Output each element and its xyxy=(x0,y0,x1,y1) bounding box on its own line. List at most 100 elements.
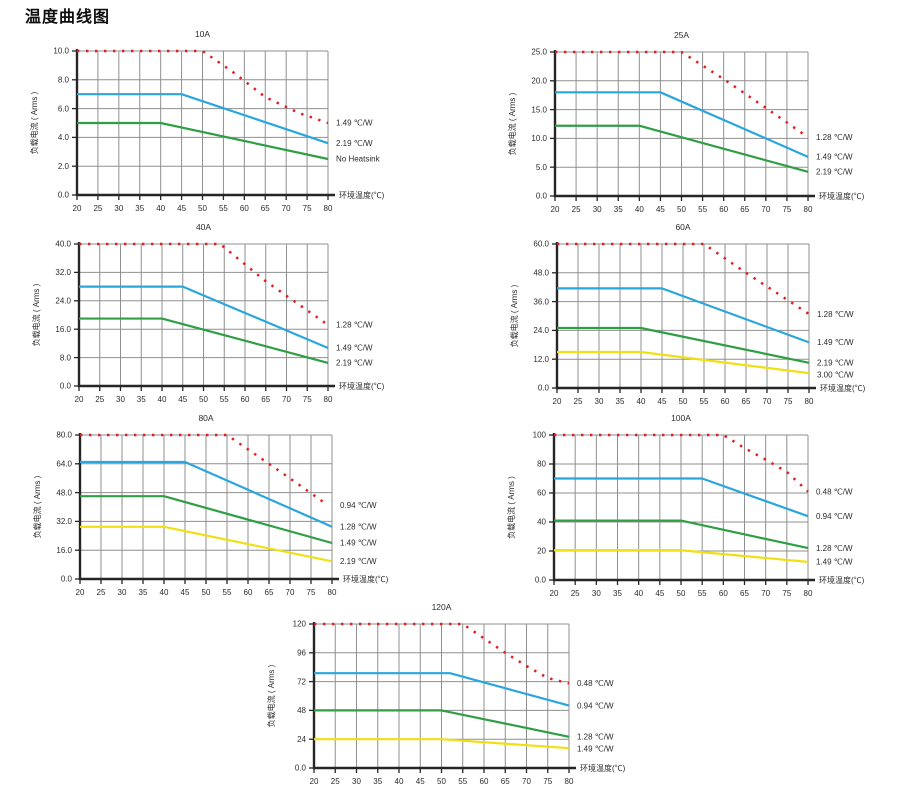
x-tick-label: 40 xyxy=(635,205,644,214)
x-tick-label: 55 xyxy=(223,588,232,597)
x-tick-label: 80 xyxy=(804,589,813,598)
series-line-green xyxy=(79,317,329,364)
x-tick-label: 25 xyxy=(331,777,340,786)
y-tick-label: 96 xyxy=(297,649,306,658)
y-tick-label: 32.0 xyxy=(56,517,72,526)
y-tick-label: 0.0 xyxy=(60,382,72,391)
y-tick-label: 0.0 xyxy=(536,192,548,201)
x-tick-label: 80 xyxy=(324,204,333,213)
series-label: 0.48 ℃/W xyxy=(816,487,853,496)
x-tick-label: 70 xyxy=(763,397,772,406)
y-tick-label: 0.0 xyxy=(538,384,550,393)
x-tick-label: 45 xyxy=(178,395,187,404)
y-tick-label: 12.0 xyxy=(533,355,549,364)
chart-60A: 0.0 12.0 24.0 36.0 48.0 60.0 20 25 30 35 40 45 50 55 6… xyxy=(509,222,866,406)
x-tick-label: 45 xyxy=(656,205,665,214)
x-tick-label: 65 xyxy=(740,589,749,598)
x-tick-label: 45 xyxy=(181,588,190,597)
x-tick-label: 25 xyxy=(571,589,580,598)
y-tick-label: 20.0 xyxy=(531,77,547,86)
series-label: 0.48 ℃/W xyxy=(577,679,614,688)
y-tick-label: 24 xyxy=(297,735,306,744)
chart-title: 80A xyxy=(198,413,213,423)
x-axis-label: 环境温度(℃) xyxy=(339,381,385,391)
x-tick-label: 25 xyxy=(95,395,104,404)
x-tick-label: 35 xyxy=(135,204,144,213)
series-line-red xyxy=(557,242,810,316)
x-tick-label: 50 xyxy=(437,777,446,786)
x-tick-label: 65 xyxy=(261,204,270,213)
x-tick-label: 25 xyxy=(93,204,102,213)
series-label: 0.94 ℃/W xyxy=(577,701,614,710)
y-tick-label: 2.0 xyxy=(58,162,70,171)
x-tick-label: 45 xyxy=(416,777,425,786)
x-axis-label: 环境温度(℃) xyxy=(819,191,865,201)
y-tick-label: 48.0 xyxy=(56,488,72,497)
series-line-green xyxy=(555,124,809,173)
x-tick-label: 35 xyxy=(137,395,146,404)
x-tick-label: 55 xyxy=(698,205,707,214)
x-tick-label: 75 xyxy=(303,204,312,213)
y-tick-label: 8.0 xyxy=(60,353,72,362)
x-tick-label: 65 xyxy=(265,588,274,597)
x-tick-label: 30 xyxy=(114,204,123,213)
y-axis-label: 负载电流 ( Arms ) xyxy=(509,284,519,347)
series-label: 3.00 ℃/W xyxy=(817,371,854,380)
x-tick-label: 55 xyxy=(220,395,229,404)
x-tick-label: 60 xyxy=(721,397,730,406)
series-label: 0.94 ℃/W xyxy=(340,501,377,510)
x-tick-label: 35 xyxy=(139,588,148,597)
y-tick-label: 4.0 xyxy=(58,133,70,142)
x-tick-label: 40 xyxy=(395,777,404,786)
series-label: 1.49 ℃/W xyxy=(817,338,854,347)
series-label: 1.28 ℃/W xyxy=(816,133,853,142)
x-tick-label: 70 xyxy=(286,588,295,597)
x-tick-label: 65 xyxy=(742,397,751,406)
series-line-yellow xyxy=(557,350,810,375)
y-axis-label: 负载电流 ( Arms ) xyxy=(506,476,516,539)
x-tick-label: 70 xyxy=(282,395,291,404)
x-tick-label: 80 xyxy=(804,205,813,214)
x-tick-label: 20 xyxy=(550,589,559,598)
y-tick-label: 64.0 xyxy=(56,460,72,469)
x-tick-label: 55 xyxy=(219,204,228,213)
series-label: 2.19 ℃/W xyxy=(817,359,854,368)
y-tick-label: 24.0 xyxy=(55,297,71,306)
x-tick-label: 30 xyxy=(352,777,361,786)
series-label: 2.19 ℃/W xyxy=(336,139,373,148)
y-tick-label: 60 xyxy=(537,489,546,498)
series-label: 1.28 ℃/W xyxy=(577,733,614,742)
y-tick-label: 0.0 xyxy=(295,764,307,773)
x-tick-label: 55 xyxy=(700,397,709,406)
series-line-green xyxy=(557,326,810,364)
x-tick-label: 40 xyxy=(637,397,646,406)
x-tick-label: 65 xyxy=(501,777,510,786)
x-tick-label: 30 xyxy=(116,395,125,404)
x-tick-label: 25 xyxy=(572,205,581,214)
x-tick-label: 75 xyxy=(784,397,793,406)
chart-title: 10A xyxy=(195,29,210,39)
series-line-blue xyxy=(79,285,329,350)
x-tick-label: 50 xyxy=(677,589,686,598)
x-tick-label: 75 xyxy=(782,205,791,214)
chart-120A: 0.0 24 48 72 96 120 20 25 30 35 40 45 50 55 60 65 70 75 80… xyxy=(266,602,626,786)
series-label: 1.28 ℃/W xyxy=(817,310,854,319)
x-tick-label: 35 xyxy=(614,205,623,214)
x-tick-label: 60 xyxy=(241,395,250,404)
series-line-green xyxy=(554,519,809,550)
y-axis-label: 负载电流 ( Arms ) xyxy=(31,283,41,346)
x-tick-label: 70 xyxy=(282,204,291,213)
series-line-blue xyxy=(80,460,333,528)
x-tick-label: 20 xyxy=(75,395,84,404)
series-label: 1.28 ℃/W xyxy=(816,544,853,553)
x-tick-label: 35 xyxy=(373,777,382,786)
x-tick-label: 35 xyxy=(616,397,625,406)
y-tick-label: 120 xyxy=(293,620,307,629)
x-tick-label: 45 xyxy=(658,397,667,406)
x-tick-label: 50 xyxy=(677,205,686,214)
y-tick-label: 5.0 xyxy=(536,163,548,172)
x-tick-label: 55 xyxy=(458,777,467,786)
y-tick-label: 10.0 xyxy=(53,47,69,56)
